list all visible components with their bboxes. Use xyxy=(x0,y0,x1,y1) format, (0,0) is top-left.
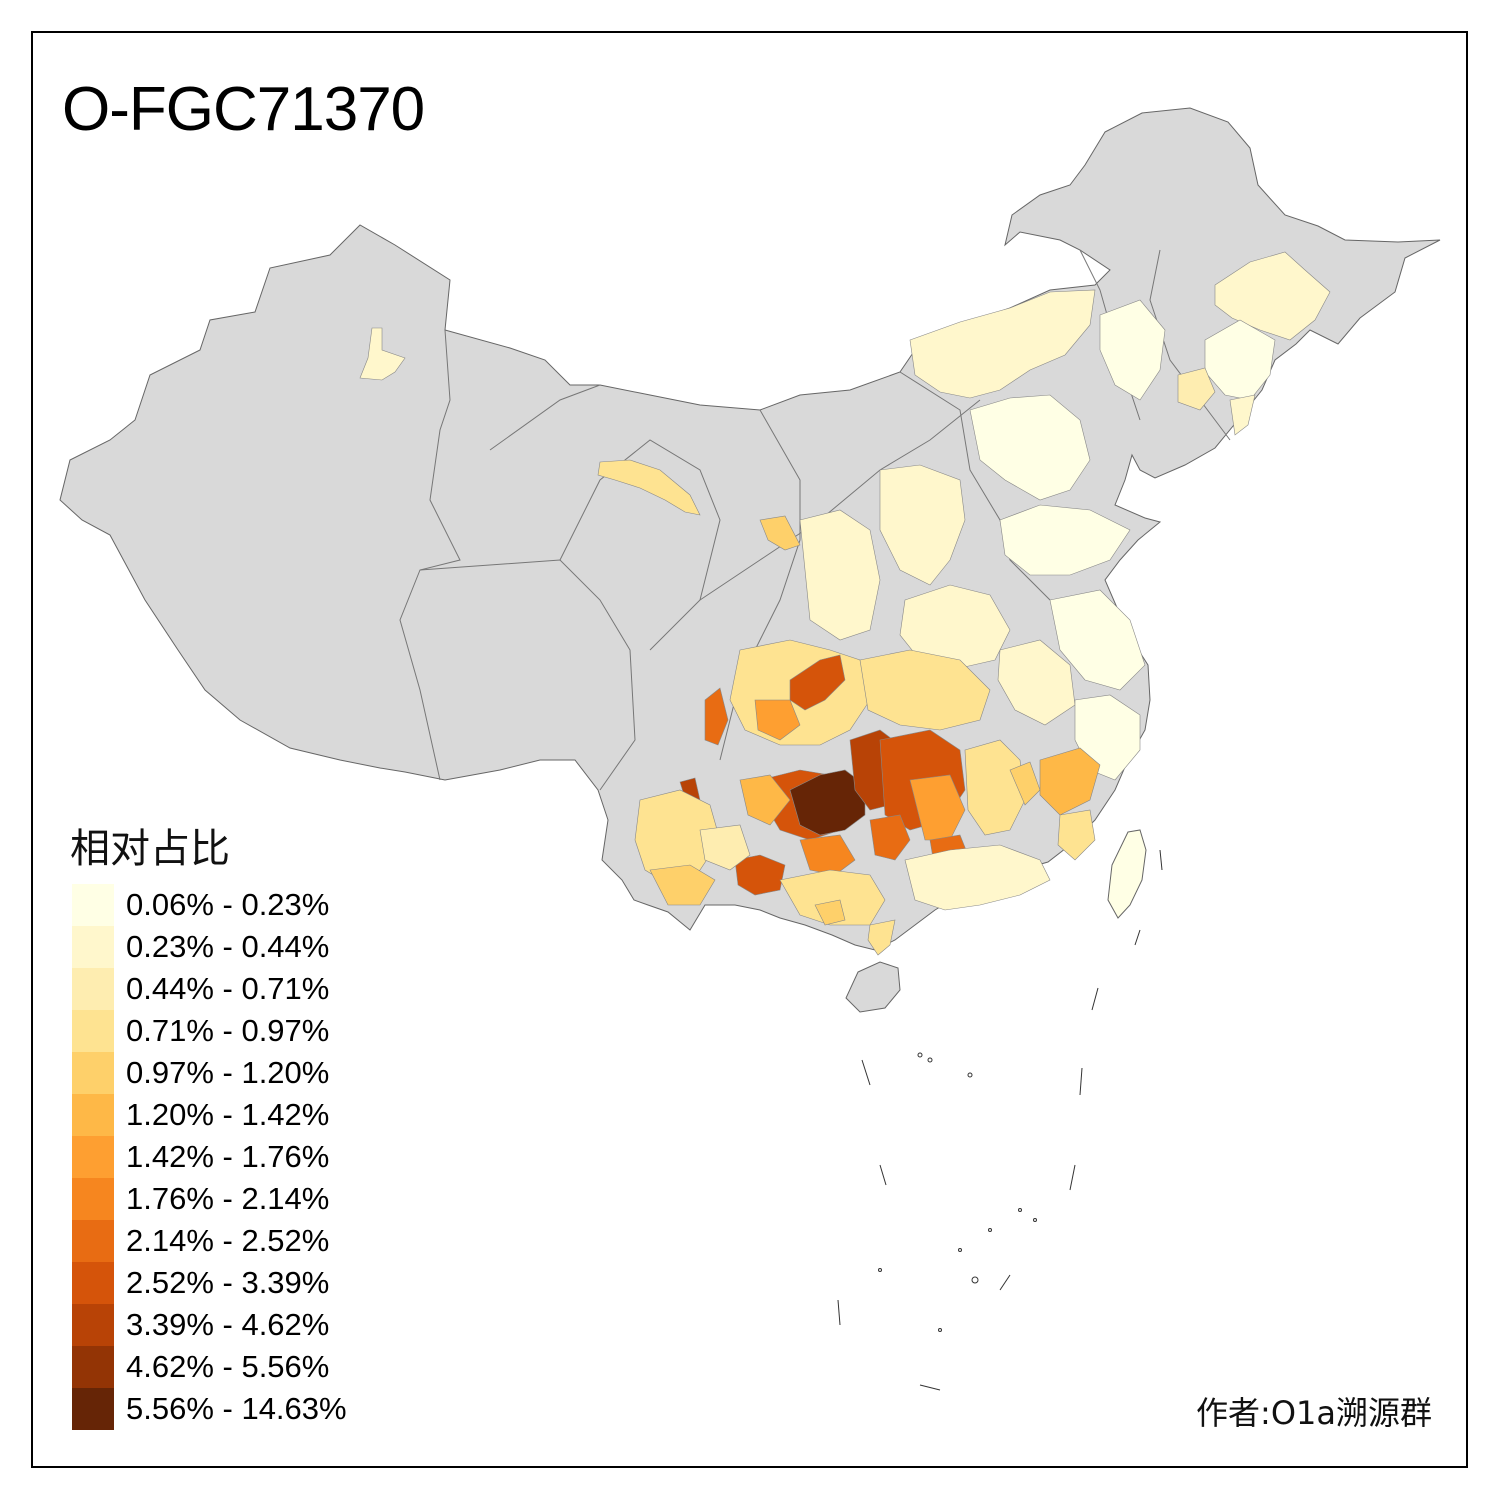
region-fill-anhui xyxy=(997,639,1076,726)
region-fill-inner-mongolia xyxy=(909,289,1096,399)
legend-label: 0.23% - 0.44% xyxy=(126,929,330,964)
region-fill-yunnan-east xyxy=(699,824,751,871)
legend-title: 相对占比 xyxy=(70,826,230,872)
region-fill-northeast-3 xyxy=(1177,367,1216,411)
region-fill-yunnan-south xyxy=(649,864,716,906)
legend-label: 2.52% - 3.39% xyxy=(126,1265,330,1300)
region-fill-sichuan-west xyxy=(704,687,729,746)
region-fill-sichuan-center xyxy=(754,699,801,741)
region-fill-shanxi xyxy=(879,464,966,586)
region-fill-hebei-beijing xyxy=(969,394,1091,501)
region-fill-guangxi-spot xyxy=(814,899,846,926)
region-fill-jiangsu xyxy=(1049,589,1146,691)
region-fill-ningxia xyxy=(759,515,801,551)
legend-label: 1.76% - 2.14% xyxy=(126,1181,330,1216)
region-fill-henan xyxy=(899,584,1011,669)
region-fill-northeast-5 xyxy=(1229,394,1256,436)
legend-label: 2.14% - 2.52% xyxy=(126,1223,330,1258)
region-fill-yunnan xyxy=(634,789,721,886)
region-fill-hunan-east xyxy=(909,774,966,841)
legend-label: 3.39% - 4.62% xyxy=(126,1307,330,1342)
region-fill-shaanxi xyxy=(799,509,881,641)
hainan-island xyxy=(845,961,901,1013)
legend-swatch xyxy=(72,1220,114,1262)
legend-swatch xyxy=(72,884,114,926)
region-fill-hubei xyxy=(859,649,991,731)
legend-label: 1.20% - 1.42% xyxy=(126,1097,330,1132)
region-fill-chongqing xyxy=(789,654,846,711)
author-credit: 作者:O1a溯源群 xyxy=(1196,1394,1432,1432)
legend-label: 0.06% - 0.23% xyxy=(126,887,330,922)
legend-swatch xyxy=(72,1346,114,1388)
legend-swatch xyxy=(72,1388,114,1430)
legend-label: 0.44% - 0.71% xyxy=(126,971,330,1006)
legend-swatch xyxy=(72,1010,114,1052)
legend-label: 1.42% - 1.76% xyxy=(126,1139,330,1174)
legend-swatch xyxy=(72,1178,114,1220)
region-fill-guizhou xyxy=(739,774,791,826)
legend-swatch xyxy=(72,1094,114,1136)
prefecture-fills xyxy=(359,251,1331,956)
region-fill-guangdong xyxy=(904,844,1051,911)
legend-label: 0.97% - 1.20% xyxy=(126,1055,330,1090)
region-fill-guangxi xyxy=(779,869,886,926)
legend-swatch xyxy=(72,1136,114,1178)
legend-swatch xyxy=(72,1052,114,1094)
region-fill-hunan-south xyxy=(869,814,911,861)
region-fill-fujian xyxy=(1039,747,1101,816)
region-fill-shandong xyxy=(999,504,1131,576)
legend-swatch xyxy=(72,1304,114,1346)
region-fill-gansu xyxy=(597,459,701,516)
region-fill-northeast-4 xyxy=(1099,299,1166,401)
south-china-sea-islands xyxy=(837,849,1163,1391)
map-frame xyxy=(31,31,1468,1468)
region-fill-jiangxi xyxy=(964,739,1026,836)
region-fill-core-darkest xyxy=(789,769,866,836)
legend-label: 0.71% - 0.97% xyxy=(126,1013,330,1048)
legend-swatch xyxy=(72,1262,114,1304)
legend-label: 5.56% - 14.63% xyxy=(126,1391,347,1426)
region-fill-guangdong-west xyxy=(867,919,896,956)
region-fill-xinjiang xyxy=(359,327,406,381)
taiwan-island xyxy=(1107,829,1147,919)
region-fill-guangxi-west xyxy=(734,854,786,896)
legend-swatch xyxy=(72,968,114,1010)
region-fill-northeast-1 xyxy=(1214,251,1331,341)
china-mainland xyxy=(59,107,1441,951)
region-fill-guizhou-south xyxy=(799,834,856,876)
legend-label: 4.62% - 5.56% xyxy=(126,1349,330,1384)
region-fill-fujian-south xyxy=(1057,809,1096,861)
legend-swatch xyxy=(72,926,114,968)
map-title: O-FGC71370 xyxy=(62,75,425,144)
